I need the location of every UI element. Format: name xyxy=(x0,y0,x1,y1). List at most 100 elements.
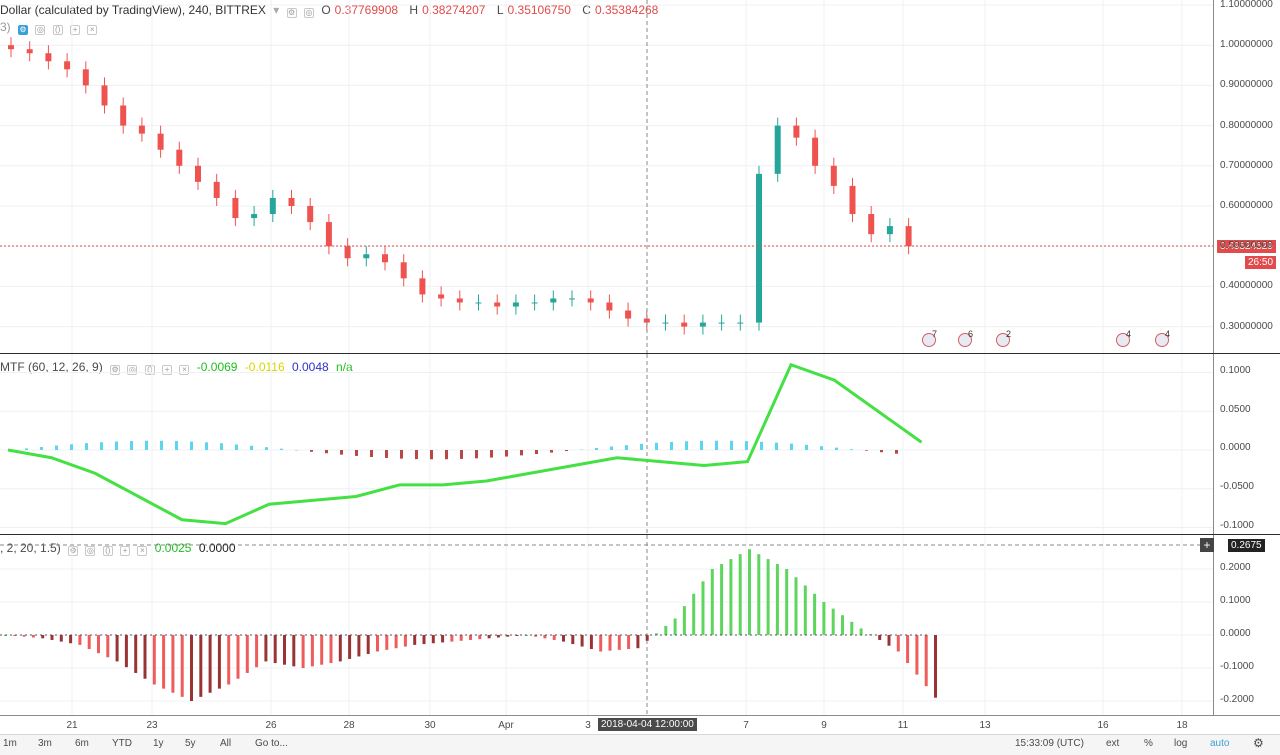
oscillator-bar xyxy=(181,635,184,697)
oscillator-bar xyxy=(106,635,109,657)
auto-toggle[interactable]: auto xyxy=(1210,738,1229,749)
histogram-bar xyxy=(640,444,643,450)
candle xyxy=(83,69,89,85)
time-tick: 16 xyxy=(1097,720,1108,731)
candle xyxy=(345,246,351,258)
add-icon[interactable]: + xyxy=(1200,538,1214,552)
clock[interactable]: 15:33:09 (UTC) xyxy=(1015,738,1084,749)
log-toggle[interactable]: log xyxy=(1174,738,1187,749)
timeframe-6m[interactable]: 6m xyxy=(75,738,89,749)
timeframe-5y[interactable]: 5y xyxy=(185,738,196,749)
oscillator-bar xyxy=(199,635,202,697)
timeframe-1y[interactable]: 1y xyxy=(153,738,164,749)
histogram-bar xyxy=(220,443,223,450)
timeframe-3m[interactable]: 3m xyxy=(38,738,52,749)
time-tick: 13 xyxy=(979,720,990,731)
candle xyxy=(307,206,313,222)
histogram-bar xyxy=(115,441,118,450)
oscillator-bar xyxy=(878,635,881,640)
osc-tick: -0.1000 xyxy=(1220,661,1254,672)
histogram-bar xyxy=(625,445,628,450)
candle xyxy=(382,254,388,262)
histogram-bar xyxy=(490,450,493,458)
histogram-bar xyxy=(880,450,883,452)
histogram-bar xyxy=(85,443,88,450)
oscillator-bar xyxy=(906,635,909,663)
oscillator-bar xyxy=(934,635,937,698)
histogram-bar xyxy=(175,441,178,450)
candle xyxy=(831,166,837,186)
macd-chart[interactable] xyxy=(0,354,1213,534)
percent-toggle[interactable]: % xyxy=(1144,738,1153,749)
oscillator-chart[interactable] xyxy=(0,535,1213,715)
oscillator-bar xyxy=(162,635,165,689)
oscillator-bar xyxy=(51,635,54,640)
price-tick: 1.10000000 xyxy=(1220,0,1273,10)
oscillator-bar xyxy=(460,635,463,641)
candle xyxy=(494,302,500,306)
oscillator-bar xyxy=(237,635,240,679)
oscillator-bar xyxy=(553,635,556,640)
goto-button[interactable]: Go to... xyxy=(255,738,288,749)
oscillator-bar xyxy=(609,635,612,651)
candle xyxy=(158,134,164,150)
oscillator-bar xyxy=(423,635,426,644)
histogram-bar xyxy=(685,441,688,450)
macd-tick: 0.1000 xyxy=(1220,365,1251,376)
oscillator-bar xyxy=(311,635,314,666)
histogram-bar xyxy=(430,450,433,459)
candle xyxy=(195,166,201,182)
macd-pane[interactable]: MTF (60, 12, 26, 9) ⚙ ◎ () + × -0.0069 -… xyxy=(0,354,1280,534)
histogram-bar xyxy=(310,450,313,452)
timeframe-all[interactable]: All xyxy=(220,738,231,749)
event-count: 4 xyxy=(1165,329,1170,339)
gear-icon[interactable]: ⚙ xyxy=(1253,736,1264,750)
histogram-bar xyxy=(730,441,733,450)
oscillator-bar xyxy=(497,635,500,637)
oscillator-bar xyxy=(413,635,416,645)
histogram-bar xyxy=(670,442,673,450)
time-tick: Apr xyxy=(498,720,514,731)
candle xyxy=(850,186,856,214)
oscillator-bar xyxy=(339,635,342,661)
histogram-bar xyxy=(340,450,343,455)
histogram-bar xyxy=(895,450,898,454)
oscillator-bar xyxy=(599,635,602,652)
main-chart-pane[interactable]: Dollar (calculated by TradingView), 240,… xyxy=(0,0,1280,353)
histogram-bar xyxy=(820,446,823,450)
oscillator-bar xyxy=(367,635,370,654)
oscillator-bar xyxy=(925,635,928,686)
candle xyxy=(438,294,444,298)
time-tick: 9 xyxy=(821,720,827,731)
event-count: 6 xyxy=(968,329,973,339)
histogram-bar xyxy=(520,450,523,455)
histogram-bar xyxy=(550,450,553,453)
candle xyxy=(719,323,725,324)
candle xyxy=(663,323,669,324)
candle xyxy=(775,126,781,174)
price-scale[interactable] xyxy=(1213,0,1280,353)
time-tick: 26 xyxy=(265,720,276,731)
oscillator-bar xyxy=(785,569,788,635)
candle xyxy=(906,226,912,246)
oscillator-bar xyxy=(171,635,174,693)
oscillator-bar xyxy=(683,606,686,635)
oscillator-pane[interactable]: , 2, 20, 1.5) ⚙ ◎ () + × 0.0025 0.0000 0… xyxy=(0,535,1280,715)
oscillator-bar xyxy=(841,615,844,635)
oscillator-bar xyxy=(450,635,453,642)
histogram-bar xyxy=(595,448,598,450)
candle xyxy=(27,49,33,53)
histogram-bar xyxy=(370,450,373,457)
oscillator-bar xyxy=(395,635,398,648)
histogram-bar xyxy=(445,450,448,459)
histogram-bar xyxy=(355,450,358,456)
time-tick: 23 xyxy=(146,720,157,731)
timeframe-ytd[interactable]: YTD xyxy=(112,738,132,749)
histogram-bar xyxy=(505,450,508,457)
oscillator-bar xyxy=(776,564,779,635)
timeframe-1m[interactable]: 1m xyxy=(3,738,17,749)
oscillator-bar xyxy=(702,581,705,635)
extended-hours-toggle[interactable]: ext xyxy=(1106,738,1119,749)
osc-tick: 0.1000 xyxy=(1220,595,1251,606)
candlestick-chart[interactable] xyxy=(0,0,1213,353)
